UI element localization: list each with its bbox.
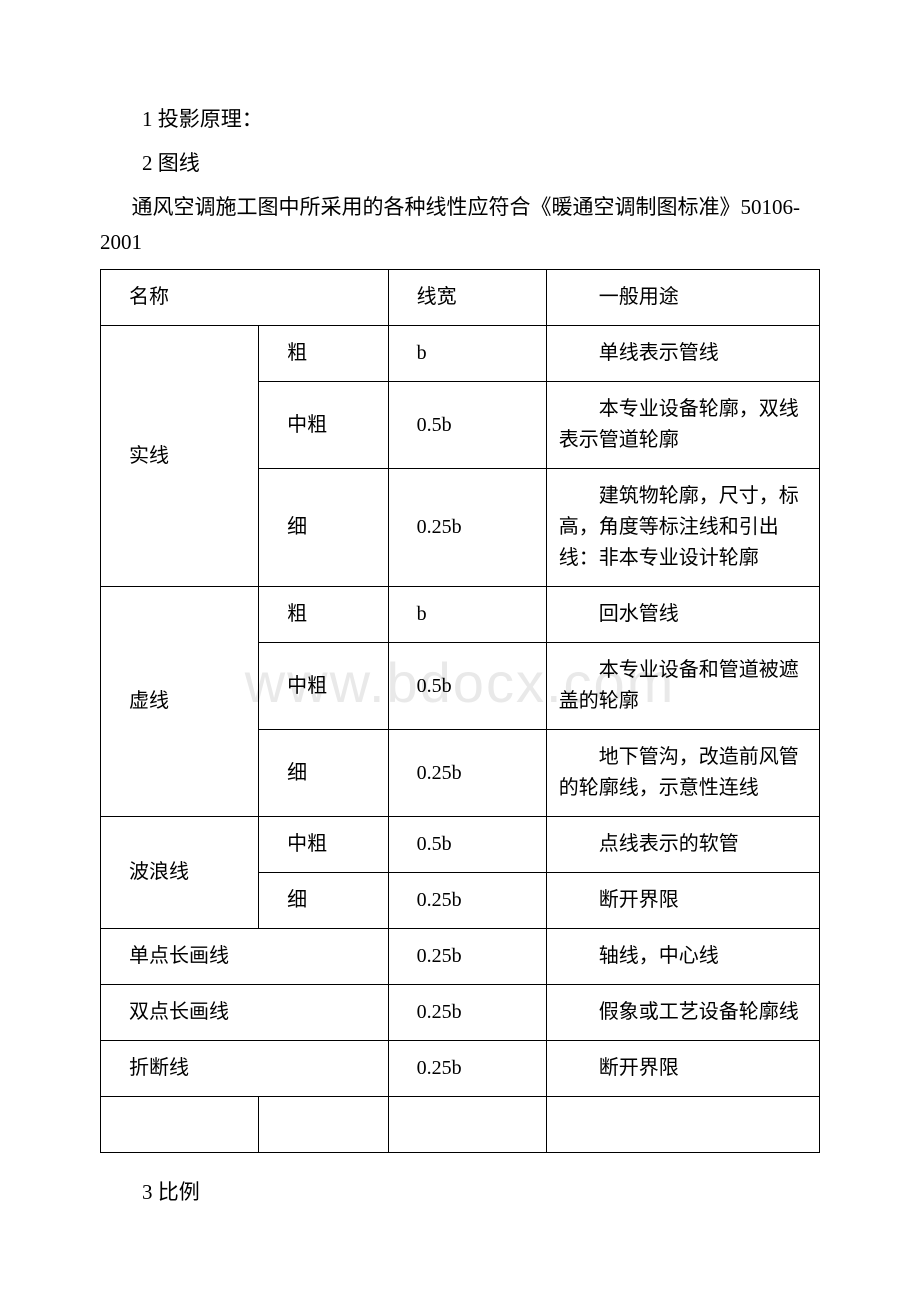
- cell-width: b: [388, 587, 546, 643]
- cell-use: 建筑物轮廓，尺寸，标高，角度等标注线和引出线：非本专业设计轮廓: [546, 469, 819, 587]
- cell-use: 本专业设备和管道被遮盖的轮廓: [546, 643, 819, 730]
- header-use: 一般用途: [546, 270, 819, 326]
- cell-sub: 粗: [259, 587, 388, 643]
- cell-use: 断开界限: [546, 1041, 819, 1097]
- cell-empty: [101, 1097, 259, 1153]
- cell-use-text: 单线表示管线: [599, 342, 719, 364]
- cell-width: 0.25b: [388, 929, 546, 985]
- cell-use: 点线表示的软管: [546, 817, 819, 873]
- cell-sub: 粗: [259, 326, 388, 382]
- cell-use-text: 断开界限: [599, 1057, 679, 1079]
- cell-width: b: [388, 326, 546, 382]
- cell-name: 折断线: [101, 1041, 389, 1097]
- table-row: 双点长画线 0.25b 假象或工艺设备轮廓线: [101, 985, 820, 1041]
- cell-width: 0.5b: [388, 643, 546, 730]
- cell-sub: 细: [259, 469, 388, 587]
- cell-empty: [546, 1097, 819, 1153]
- cell-use-text: 回水管线: [599, 603, 679, 625]
- cell-use: 回水管线: [546, 587, 819, 643]
- cell-use-text: 地下管沟，改造前风管的轮廓线，示意性连线: [559, 746, 799, 799]
- cell-use: 断开界限: [546, 873, 819, 929]
- table-row: 单点长画线 0.25b 轴线，中心线: [101, 929, 820, 985]
- cell-width: 0.5b: [388, 382, 546, 469]
- cell-use: 单线表示管线: [546, 326, 819, 382]
- cell-name: 实线: [101, 326, 259, 587]
- cell-use: 轴线，中心线: [546, 929, 819, 985]
- header-use-text: 一般用途: [599, 286, 679, 308]
- cell-width: 0.25b: [388, 873, 546, 929]
- cell-empty: [388, 1097, 546, 1153]
- paragraph-4: 3 比例: [100, 1173, 820, 1213]
- cell-use-text: 轴线，中心线: [599, 945, 719, 967]
- cell-use-text: 本专业设备和管道被遮盖的轮廓: [559, 659, 799, 712]
- cell-name: 波浪线: [101, 817, 259, 929]
- header-width: 线宽: [388, 270, 546, 326]
- cell-sub: 中粗: [259, 382, 388, 469]
- paragraph-3: 通风空调施工图中所采用的各种线性应符合《暖通空调制图标准》50106-2001: [100, 190, 820, 261]
- cell-use: 地下管沟，改造前风管的轮廓线，示意性连线: [546, 730, 819, 817]
- table-row: 波浪线 中粗 0.5b 点线表示的软管: [101, 817, 820, 873]
- table-row: 折断线 0.25b 断开界限: [101, 1041, 820, 1097]
- cell-width: 0.5b: [388, 817, 546, 873]
- table-row-empty: [101, 1097, 820, 1153]
- paragraph-1: 1 投影原理：: [100, 100, 820, 140]
- cell-width: 0.25b: [388, 1041, 546, 1097]
- table-header-row: 名称 线宽 一般用途: [101, 270, 820, 326]
- cell-use: 本专业设备轮廓，双线表示管道轮廓: [546, 382, 819, 469]
- line-type-table: 名称 线宽 一般用途 实线 粗 b 单线表示管线 中粗 0.5b 本专业设备轮廓…: [100, 269, 820, 1153]
- cell-use: 假象或工艺设备轮廓线: [546, 985, 819, 1041]
- cell-use-text: 断开界限: [599, 889, 679, 911]
- cell-name: 虚线: [101, 587, 259, 817]
- cell-use-text: 建筑物轮廓，尺寸，标高，角度等标注线和引出线：非本专业设计轮廓: [559, 485, 799, 569]
- cell-sub: 细: [259, 730, 388, 817]
- cell-use-text: 点线表示的软管: [599, 833, 739, 855]
- header-name: 名称: [101, 270, 389, 326]
- cell-use-text: 本专业设备轮廓，双线表示管道轮廓: [559, 398, 799, 451]
- cell-width: 0.25b: [388, 730, 546, 817]
- cell-name: 单点长画线: [101, 929, 389, 985]
- cell-sub: 中粗: [259, 643, 388, 730]
- cell-sub: 中粗: [259, 817, 388, 873]
- cell-sub: 细: [259, 873, 388, 929]
- cell-width: 0.25b: [388, 985, 546, 1041]
- cell-name: 双点长画线: [101, 985, 389, 1041]
- cell-use-text: 假象或工艺设备轮廓线: [599, 1001, 799, 1023]
- table-row: 实线 粗 b 单线表示管线: [101, 326, 820, 382]
- table-row: 虚线 粗 b 回水管线: [101, 587, 820, 643]
- page-content: 1 投影原理： 2 图线 通风空调施工图中所采用的各种线性应符合《暖通空调制图标…: [100, 100, 820, 1213]
- cell-empty: [259, 1097, 388, 1153]
- cell-width: 0.25b: [388, 469, 546, 587]
- paragraph-2: 2 图线: [100, 144, 820, 184]
